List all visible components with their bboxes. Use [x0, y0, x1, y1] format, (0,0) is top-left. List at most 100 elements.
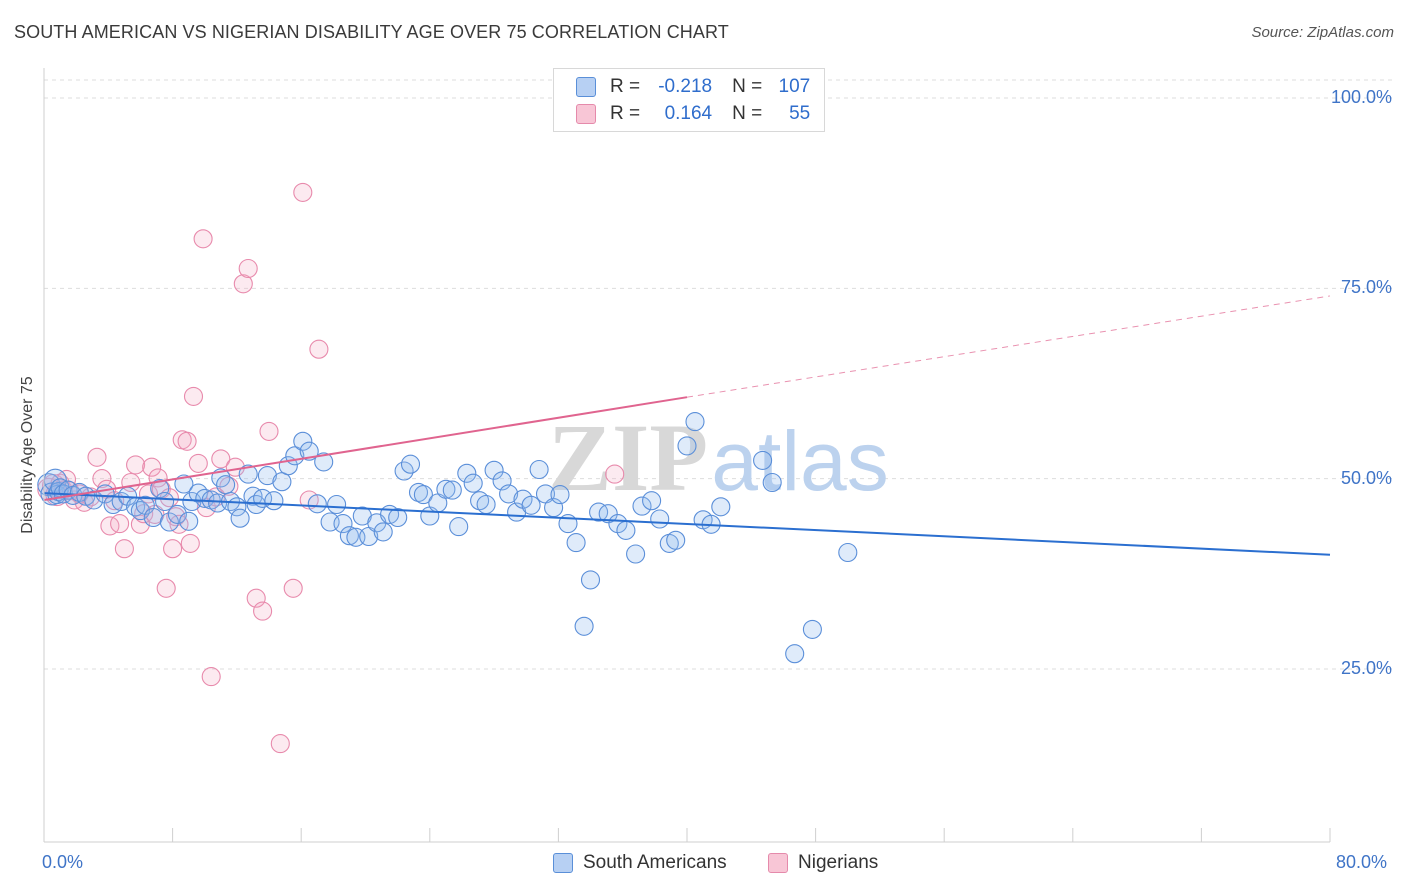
south-american-point: [238, 464, 258, 484]
nigerian-point: [87, 447, 107, 467]
south-american-point: [616, 520, 636, 540]
legend-label-south-americans: South Americans: [583, 852, 727, 873]
south-american-point: [413, 485, 433, 505]
south-american-point: [762, 472, 782, 493]
nigerian-point: [114, 539, 134, 559]
south-american-point: [566, 533, 586, 553]
south-american-point: [155, 491, 175, 512]
legend-blue-swatch: [553, 853, 573, 873]
nigerian-point: [283, 578, 303, 598]
nigerian-point: [177, 431, 197, 451]
y-tick-label: 75.0%: [1340, 277, 1392, 298]
nigerians-trendline-extension: [686, 295, 1331, 398]
south-american-point: [476, 494, 496, 515]
watermark-zip: ZIP: [548, 404, 708, 511]
south-american-point: [785, 644, 805, 664]
gridlines: [44, 79, 1392, 670]
nigerians-swatch: [576, 104, 596, 124]
nigerian-point: [270, 734, 290, 754]
r-value-blue: -0.218: [658, 76, 713, 97]
south-american-point: [608, 514, 628, 534]
south-american-point: [499, 484, 519, 504]
nigerian-point: [183, 386, 204, 406]
south-american-point: [339, 526, 359, 546]
south-american-point: [216, 475, 236, 495]
nigerian-point: [259, 421, 279, 441]
nigerian-point: [180, 533, 200, 553]
stats-row-south-americans: R = -0.218 N = 107: [576, 73, 810, 101]
n-label: N =: [732, 103, 763, 124]
chart-source: Source: ZipAtlas.com: [1251, 24, 1394, 41]
south-american-point: [449, 517, 469, 537]
nigerian-point: [156, 578, 176, 598]
south-american-point: [642, 491, 662, 511]
south-american-point: [388, 507, 408, 528]
south-american-point: [580, 570, 601, 590]
south-american-point: [626, 544, 646, 564]
watermark-atlas: atlas: [711, 414, 888, 508]
nigerian-point: [193, 229, 213, 249]
south-american-point: [272, 472, 292, 492]
south-americans-trendline: [43, 492, 1331, 556]
nigerian-point: [238, 258, 258, 279]
r-value-pink: 0.164: [664, 103, 713, 124]
south-american-point: [650, 509, 670, 529]
south-american-point: [436, 479, 456, 499]
south-american-point: [589, 502, 609, 522]
south-american-point: [677, 436, 697, 456]
nigerian-point: [293, 182, 313, 202]
south-american-point: [167, 504, 187, 524]
nigerian-point: [233, 274, 253, 294]
nigerian-point: [201, 667, 221, 687]
south-american-point: [333, 514, 353, 534]
south-american-point: [37, 473, 61, 497]
stats-box: R = -0.218 N = 107 R = 0.164 N = 55: [553, 68, 825, 132]
south-american-point: [574, 616, 594, 636]
legend-label-nigerians: Nigerians: [798, 852, 879, 873]
y-tick-label: 50.0%: [1340, 467, 1392, 488]
stats-row-nigerians: R = 0.164 N = 55: [576, 100, 810, 128]
south-american-point: [143, 507, 163, 528]
south-american-point: [408, 482, 429, 502]
south-american-point: [373, 522, 393, 542]
nigerian-point: [253, 601, 273, 621]
south-american-point: [307, 494, 327, 514]
south-american-point: [529, 459, 549, 480]
nigerian-point: [92, 469, 112, 489]
legend-nigerians: Nigerians: [768, 852, 878, 874]
nigerian-point: [142, 457, 162, 477]
nigerian-point: [163, 539, 183, 559]
south-american-point: [802, 619, 822, 639]
nigerian-point: [219, 476, 239, 496]
south-american-point: [293, 431, 313, 451]
legend-south-americans: South Americans: [553, 852, 727, 874]
y-tick-label: 100.0%: [1330, 87, 1392, 107]
nigerian-point: [605, 464, 625, 484]
south-american-point: [666, 530, 686, 550]
south-american-point: [550, 485, 570, 505]
south-american-point: [632, 496, 652, 516]
south-american-point: [230, 508, 250, 528]
south-american-point: [179, 511, 199, 531]
chart-title: SOUTH AMERICAN VS NIGERIAN DISABILITY AG…: [14, 22, 729, 42]
r-label: R =: [610, 103, 641, 124]
nigerian-point: [188, 453, 208, 473]
south-american-point: [484, 460, 504, 480]
nigerians-trendline: [43, 396, 688, 501]
watermark: ZIP atlas: [548, 404, 889, 511]
n-value-blue: 107: [778, 76, 811, 97]
south-americans-swatch: [576, 77, 596, 97]
nigerian-point: [309, 339, 329, 359]
south-american-point: [753, 450, 773, 470]
n-label: N =: [732, 76, 763, 97]
trendlines: [43, 295, 1331, 556]
south-american-point: [174, 474, 194, 494]
south-american-point: [299, 441, 319, 461]
n-value-pink: 55: [789, 103, 811, 124]
south-american-point: [838, 542, 858, 563]
south-american-point: [685, 412, 705, 432]
south-american-point: [327, 494, 347, 515]
south-american-point: [257, 466, 277, 486]
x-tick-max: 80.0%: [1336, 852, 1388, 872]
